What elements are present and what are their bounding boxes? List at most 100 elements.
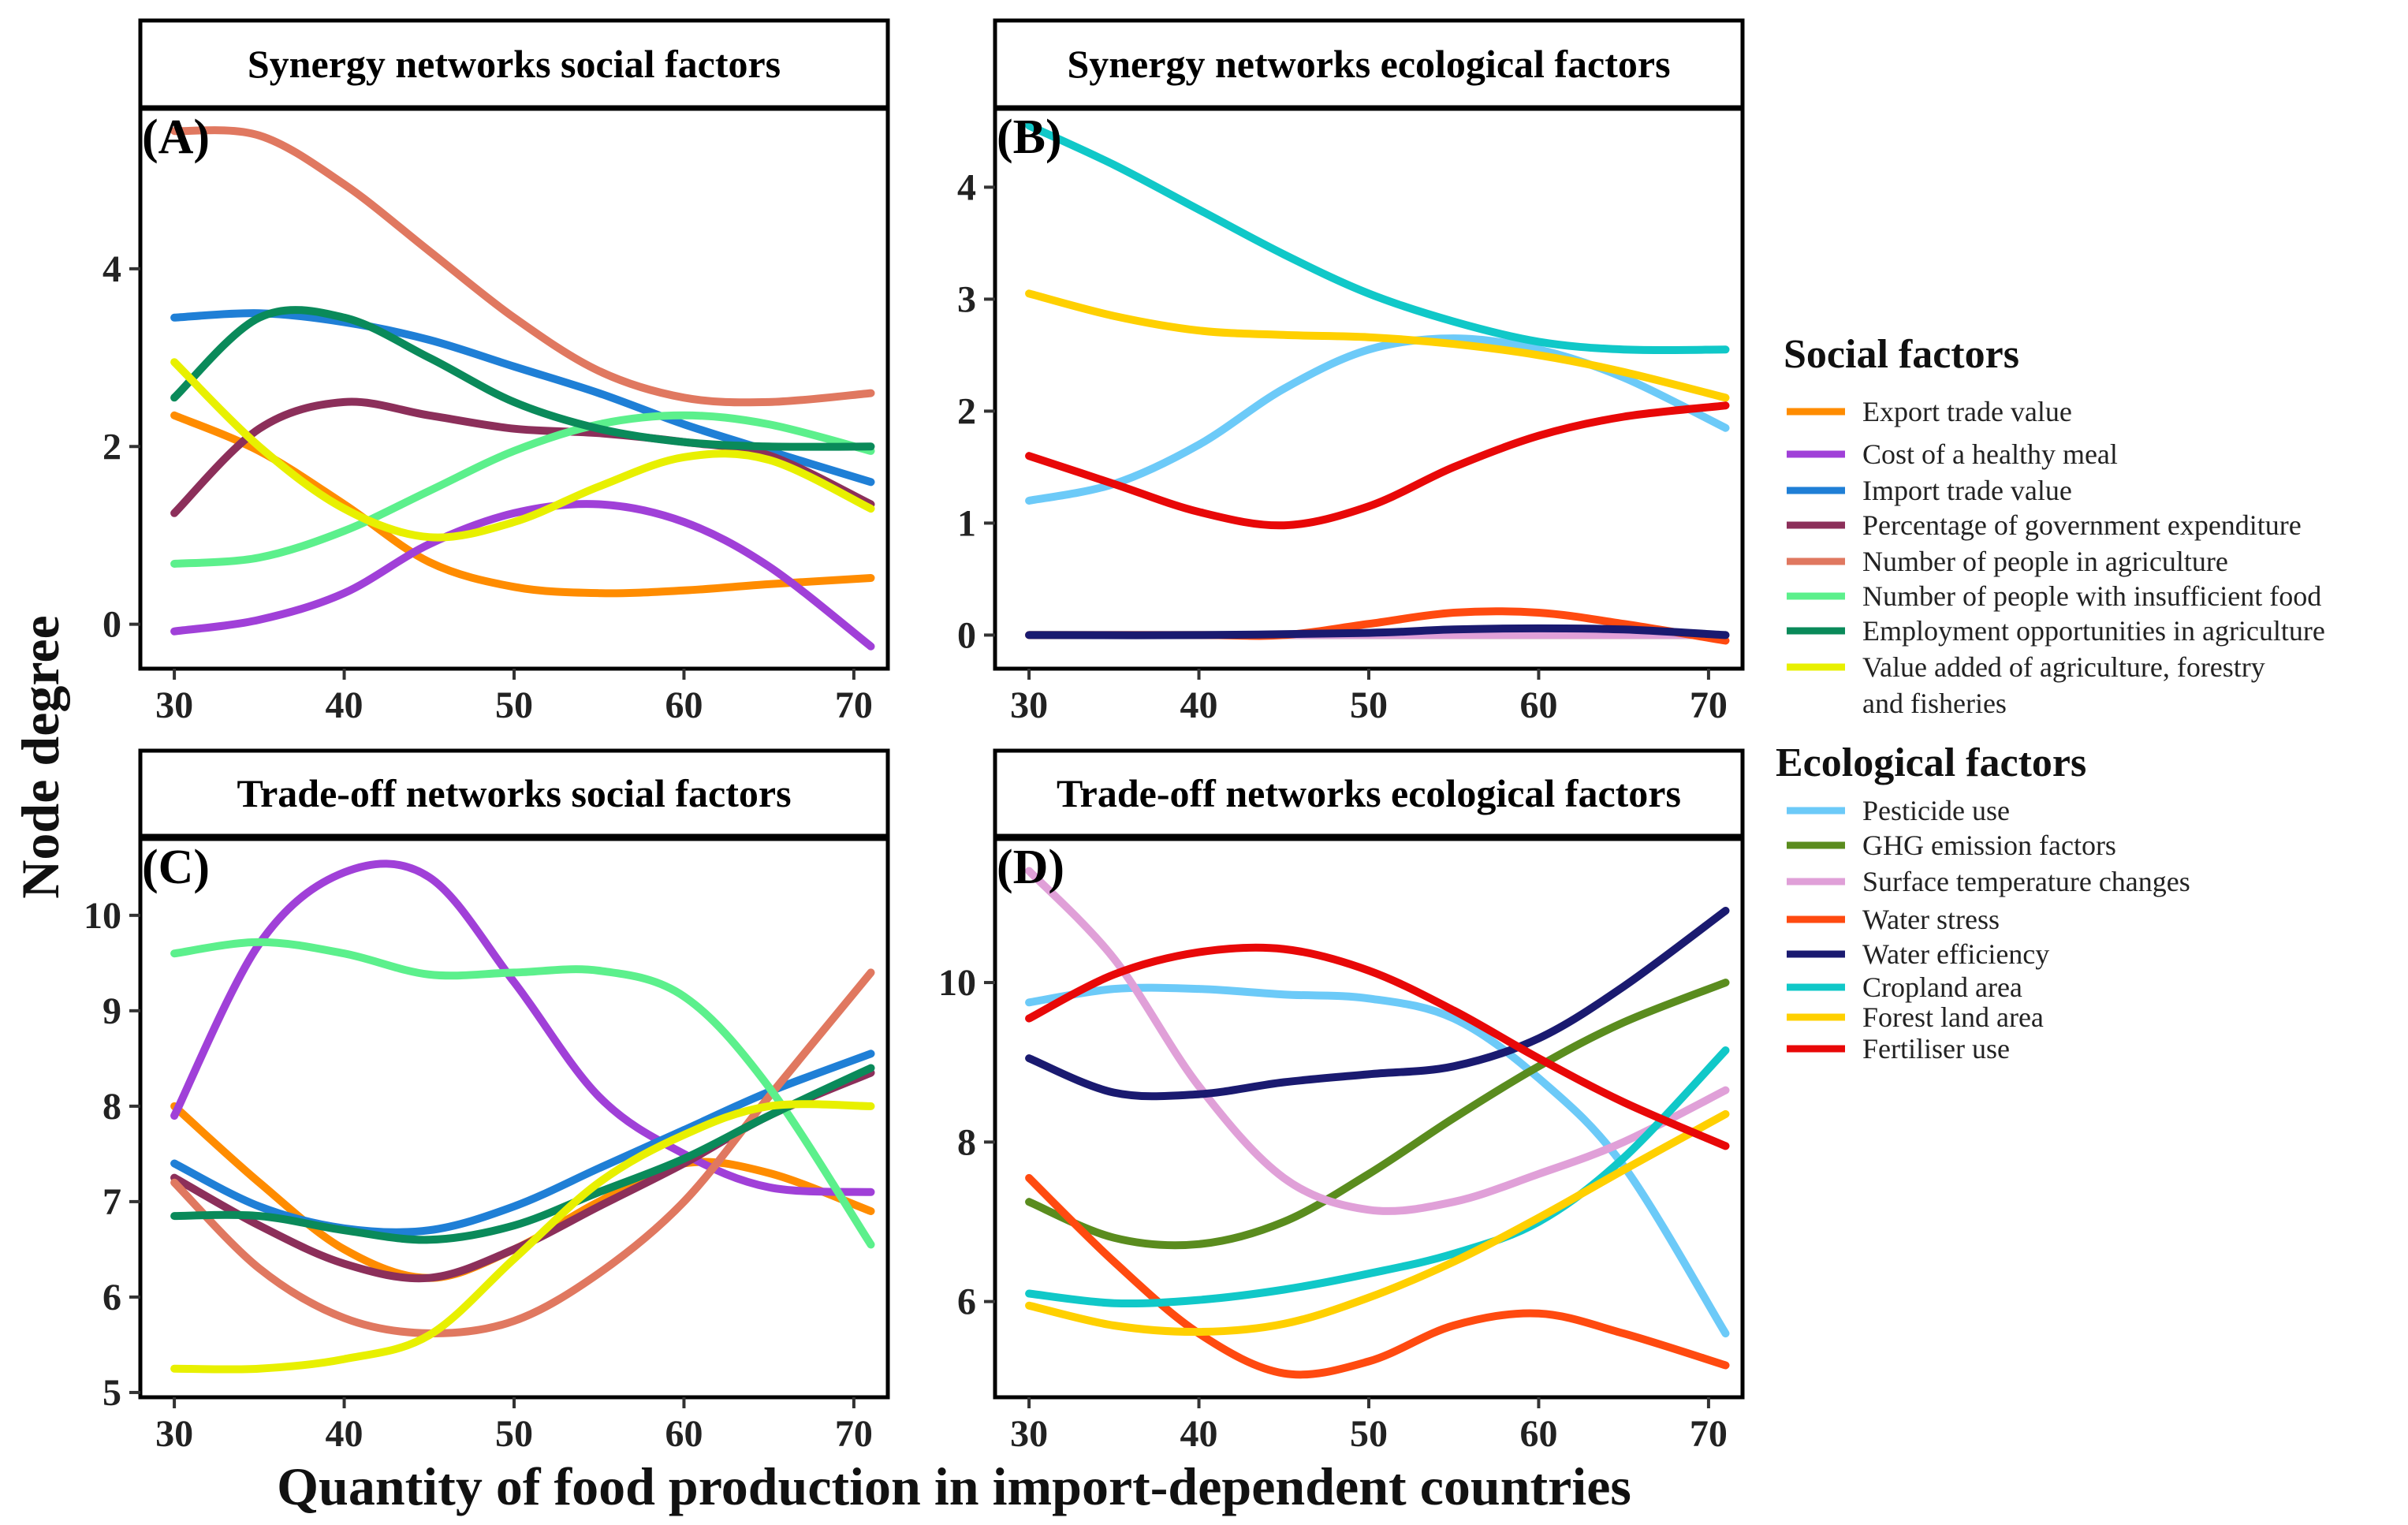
panel-b: Synergy networks ecological factors(B)30… xyxy=(957,18,1745,726)
legend-label-social-1: Cost of a healthy meal xyxy=(1862,438,2118,470)
legend-label-social-2: Import trade value xyxy=(1862,475,2072,506)
y-tick-label-c: 10 xyxy=(84,895,121,937)
series-line-d-3 xyxy=(1025,1173,1730,1379)
legend-label-social-5: Number of people with insufficient food xyxy=(1862,580,2321,612)
y-tick-label-b: 0 xyxy=(957,614,976,656)
legend-label-social-3: Percentage of government expenditure xyxy=(1862,509,2302,541)
x-tick-label-a: 60 xyxy=(665,684,703,726)
x-tick-label-d: 70 xyxy=(1690,1413,1728,1455)
y-axis-title: Node degree xyxy=(10,615,70,898)
legend-label-social-0: Export trade value xyxy=(1862,396,2072,427)
series-line-c-7 xyxy=(170,1100,875,1374)
series-line-d-6 xyxy=(1025,1109,1730,1337)
x-tick-label-c: 60 xyxy=(665,1413,703,1455)
panel-c: Trade-off networks social factors (C) 30 40… xyxy=(84,748,890,1455)
panel-tag-a: (A) xyxy=(142,110,210,164)
series-line-b-7 xyxy=(1025,401,1730,530)
series-line-a-5 xyxy=(170,411,875,568)
legend-label-ecological-2: Surface temperature changes xyxy=(1862,866,2190,897)
series-line-a-1 xyxy=(170,500,875,651)
panel-title-d: Trade-off networks ecological factors xyxy=(1057,771,1681,815)
legend-label-social-7: Value added of agriculture, forestry xyxy=(1862,651,2265,683)
x-tick-label-c: 70 xyxy=(835,1413,873,1455)
x-tick-label-d: 50 xyxy=(1350,1413,1388,1455)
series-line-c-1 xyxy=(170,859,875,1196)
panel-strip-d xyxy=(993,748,1745,838)
legend-label-social-7-line2: and fisheries xyxy=(1862,688,2007,719)
series-line-a-4 xyxy=(170,126,875,407)
x-tick-label-a: 50 xyxy=(495,684,533,726)
panel-tag-c: (C) xyxy=(142,841,210,894)
legend-label-ecological-7: Fertiliser use xyxy=(1862,1033,2010,1065)
series-line-d-1 xyxy=(1025,979,1730,1250)
legend-label-social-6: Employment opportunities in agriculture xyxy=(1862,615,2325,647)
x-tick-label-b: 30 xyxy=(1010,684,1048,726)
plot-frame-b xyxy=(993,106,1745,671)
series-line-d-4 xyxy=(1025,907,1730,1101)
panel-d: Trade-off networks ecological factors (D)… xyxy=(938,748,1745,1455)
x-tick-label-d: 40 xyxy=(1180,1413,1218,1455)
series-line-b-5 xyxy=(1025,121,1730,355)
y-tick-label-c: 8 xyxy=(103,1086,121,1128)
x-tick-label-d: 60 xyxy=(1519,1413,1557,1455)
legend-label-social-4: Number of people in agriculture xyxy=(1862,546,2228,577)
panel-title-c: Trade-off networks social factors xyxy=(237,771,791,815)
y-tick-label-c: 9 xyxy=(103,990,121,1032)
panel-tag-b: (B) xyxy=(997,110,1062,164)
series-line-d-2 xyxy=(1025,867,1730,1215)
y-tick-label-c: 7 xyxy=(103,1181,121,1223)
y-tick-label-d: 8 xyxy=(957,1121,976,1163)
legend-ecological-title: Ecological factors xyxy=(1776,740,2086,785)
y-tick-label-b: 2 xyxy=(957,390,976,432)
y-tick-label-b: 1 xyxy=(957,502,976,544)
series-line-c-2 xyxy=(170,1050,875,1236)
series-line-a-7 xyxy=(170,358,875,542)
legend: Social factors Export trade value Cost of … xyxy=(1776,332,2325,1065)
y-tick-label-c: 6 xyxy=(103,1277,121,1318)
series-group-a xyxy=(170,126,875,651)
series-line-d-5 xyxy=(1025,1046,1730,1308)
panel-title-b: Synergy networks ecological factors xyxy=(1067,42,1670,86)
x-tick-label-a: 30 xyxy=(155,684,193,726)
series-line-c-6 xyxy=(170,1064,875,1244)
legend-label-ecological-4: Water efficiency xyxy=(1862,938,2049,970)
legend-label-ecological-5: Cropland area xyxy=(1862,971,2022,1003)
y-tick-label-d: 10 xyxy=(938,962,976,1004)
y-tick-label-c: 5 xyxy=(103,1372,121,1414)
series-line-c-5 xyxy=(170,938,875,1249)
y-tick-label-b: 3 xyxy=(957,278,976,320)
series-group-d xyxy=(1025,867,1730,1379)
y-tick-label-a: 2 xyxy=(103,426,121,468)
x-axis-title: Quantity of food production in import-de… xyxy=(277,1456,1631,1516)
y-tick-label-a: 0 xyxy=(103,604,121,646)
series-line-a-6 xyxy=(170,306,875,451)
legend-social-title: Social factors xyxy=(1784,332,2019,377)
y-tick-label-d: 6 xyxy=(957,1281,976,1323)
series-group-c xyxy=(170,859,875,1374)
x-tick-label-a: 70 xyxy=(835,684,873,726)
series-line-d-7 xyxy=(1025,943,1730,1150)
x-tick-label-a: 40 xyxy=(326,684,363,726)
x-tick-label-b: 70 xyxy=(1690,684,1728,726)
legend-label-ecological-3: Water stress xyxy=(1862,904,2000,935)
x-tick-label-b: 40 xyxy=(1180,684,1218,726)
plot-frame-d xyxy=(993,837,1745,1400)
series-line-c-4 xyxy=(170,968,875,1337)
panel-a: Synergy networks social factors(A)30 40 50… xyxy=(103,18,890,726)
x-tick-label-c: 30 xyxy=(155,1413,193,1455)
x-tick-label-b: 60 xyxy=(1519,684,1557,726)
y-tick-label-b: 4 xyxy=(957,166,976,208)
legend-label-ecological-0: Pesticide use xyxy=(1862,795,2010,826)
panel-strip-a xyxy=(138,18,890,110)
y-tick-label-a: 4 xyxy=(103,248,121,290)
panels: Synergy networks social factors(A)30 40 50… xyxy=(84,18,1745,1455)
series-line-b-6 xyxy=(1025,289,1730,402)
plot-frame-c xyxy=(138,837,890,1400)
series-group-b xyxy=(1025,121,1730,645)
panel-title-a: Synergy networks social factors xyxy=(248,42,781,86)
x-tick-label-c: 40 xyxy=(326,1413,363,1455)
series-line-b-4 xyxy=(1025,624,1730,639)
panel-tag-d: (D) xyxy=(997,841,1064,894)
x-tick-label-d: 30 xyxy=(1010,1413,1048,1455)
